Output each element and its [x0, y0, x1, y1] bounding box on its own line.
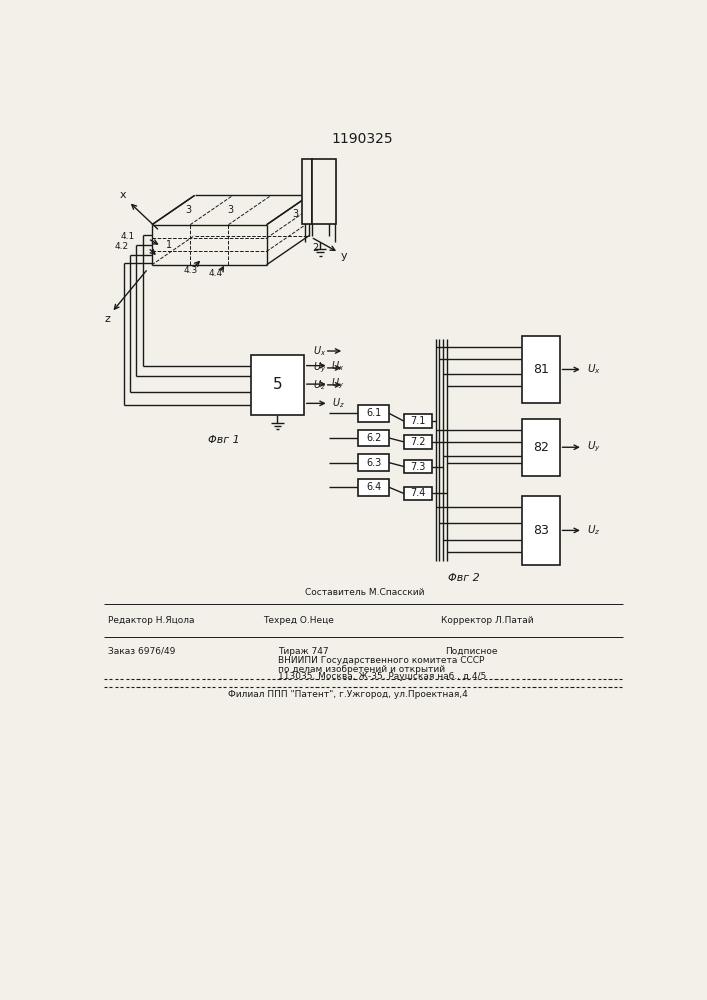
Text: x: x [120, 190, 127, 200]
Text: 4.2: 4.2 [115, 242, 129, 251]
Text: $U_y$: $U_y$ [312, 361, 326, 375]
Text: 6.4: 6.4 [366, 482, 381, 492]
Text: 7.2: 7.2 [410, 437, 426, 447]
Text: Тираж 747: Тираж 747 [279, 647, 329, 656]
Text: z: z [104, 314, 110, 324]
Text: 4.1: 4.1 [121, 232, 135, 241]
Bar [522, 419, 559, 476]
Text: ВНИИПИ Государственного комитета СССР: ВНИИПИ Государственного комитета СССР [279, 656, 484, 665]
Text: $U_z$: $U_z$ [587, 524, 600, 537]
Text: Филиал ППП "Патент", г.Ужгород, ул.Проектная,4: Филиал ППП "Патент", г.Ужгород, ул.Проек… [228, 690, 467, 699]
Text: по делам изобретений и открытий: по делам изобретений и открытий [279, 665, 445, 674]
Text: Составитель М.Спасский: Составитель М.Спасский [305, 588, 425, 597]
Text: 3: 3 [292, 209, 298, 219]
Text: $U_x$: $U_x$ [332, 359, 344, 373]
Text: $U_z$: $U_z$ [332, 396, 344, 410]
Text: 3: 3 [185, 205, 192, 215]
Text: $U_z$: $U_z$ [313, 378, 326, 392]
Text: 7.4: 7.4 [410, 488, 426, 498]
Bar [358, 405, 389, 422]
Bar [312, 158, 336, 224]
Bar [358, 430, 389, 446]
Text: Корректор Л.Патай: Корректор Л.Патай [441, 616, 534, 625]
Text: 113035, Москва, Ж-35, Раушская наб., д.4/5: 113035, Москва, Ж-35, Раушская наб., д.4… [279, 672, 486, 681]
Bar [522, 496, 559, 565]
Text: 81: 81 [533, 363, 549, 376]
Bar [404, 414, 432, 428]
Text: 3: 3 [227, 205, 233, 215]
Text: 7.1: 7.1 [410, 416, 426, 426]
Text: $U_y$: $U_y$ [587, 440, 601, 454]
Bar [358, 454, 389, 471]
Text: $U_x$: $U_x$ [312, 344, 326, 358]
Bar [301, 158, 312, 224]
Text: Φвг 1: Φвг 1 [208, 435, 240, 445]
Text: 6.1: 6.1 [366, 408, 381, 418]
Text: y: y [341, 251, 347, 261]
Bar [358, 479, 389, 496]
Text: Φвг 2: Φвг 2 [448, 573, 480, 583]
Text: 7.3: 7.3 [410, 462, 426, 472]
Text: 82: 82 [533, 441, 549, 454]
Text: $U_y$: $U_y$ [332, 377, 344, 391]
Text: 83: 83 [533, 524, 549, 537]
Text: Заказ 6976/49: Заказ 6976/49 [107, 647, 175, 656]
Text: 5: 5 [273, 377, 282, 392]
Text: 4.4: 4.4 [209, 269, 223, 278]
Bar [404, 487, 432, 500]
Bar [404, 460, 432, 473]
Text: 1: 1 [166, 240, 172, 250]
Text: 2: 2 [312, 243, 319, 253]
Text: Техред О.Неце: Техред О.Неце [263, 616, 334, 625]
Text: 1190325: 1190325 [331, 132, 393, 146]
Text: $U_x$: $U_x$ [587, 363, 601, 376]
Text: 4.3: 4.3 [184, 266, 198, 275]
Text: 6.3: 6.3 [366, 458, 381, 468]
Bar [522, 336, 559, 403]
Bar [404, 435, 432, 449]
Text: Редактор Н.Яцола: Редактор Н.Яцола [107, 616, 194, 625]
Text: 6.2: 6.2 [366, 433, 381, 443]
Text: Подписное: Подписное [445, 647, 498, 656]
Bar [251, 355, 304, 415]
